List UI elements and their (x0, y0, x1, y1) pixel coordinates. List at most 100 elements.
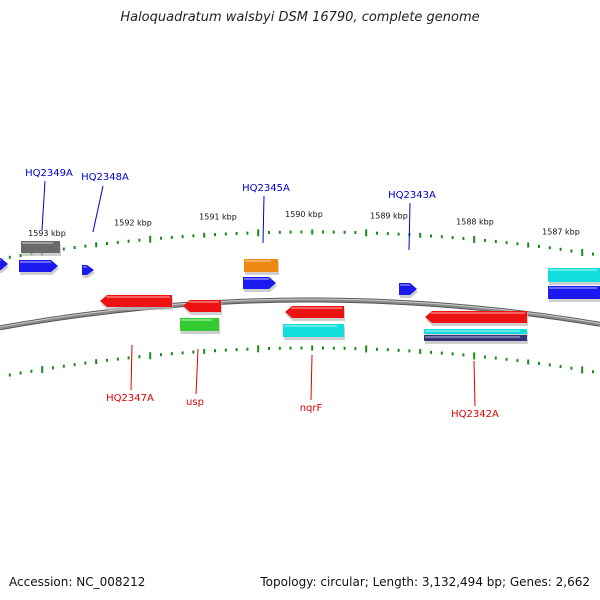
inner-tick (106, 358, 108, 362)
inner-tick (332, 346, 335, 350)
inner-tick (278, 346, 281, 350)
inner-tick (505, 357, 508, 361)
inner-tick (246, 347, 249, 351)
reverse-feature-hq2347a-gloss (106, 296, 170, 298)
inner-tick (192, 350, 195, 354)
reverse-feature-7-gloss (425, 336, 520, 338)
outer-tick (376, 231, 378, 235)
nqrf-leader (310, 354, 313, 401)
hq2348a-leader (92, 185, 104, 233)
forward-feature-hq2348a-gloss (83, 266, 87, 268)
outer-tick (300, 230, 303, 234)
inner-tick (376, 347, 378, 351)
inner-tick (354, 347, 357, 351)
genome-title: Haloquadratum walsbyi DSM 16790, complet… (120, 10, 480, 25)
forward-feature-7-body (548, 268, 600, 282)
outer-tick (322, 230, 324, 234)
outer-tick (268, 231, 270, 234)
inner-tick (494, 356, 497, 360)
forward-feature-8-body (548, 286, 600, 299)
forward-feature-4-gloss (245, 260, 271, 262)
inner-tick (170, 352, 173, 356)
inner-tick (419, 349, 422, 354)
inner-tick (581, 366, 584, 374)
forward-feature-7-gloss (549, 269, 597, 271)
outer-tick (19, 254, 22, 257)
reverse-feature-6-body (424, 329, 527, 334)
outer-tick (343, 230, 346, 234)
outer-tick (354, 231, 357, 234)
forward-feature-hq2349a-body (21, 241, 60, 253)
inner-tick (430, 350, 432, 354)
inner-tick (548, 363, 551, 367)
forward-feature-8-gloss (549, 287, 597, 289)
forward-feature-7 (548, 268, 600, 285)
outer-tick (84, 244, 87, 248)
hq2348a-label: HQ2348A (81, 172, 129, 183)
forward-feature-hq2349a (21, 241, 61, 256)
forward-feature-hq2348a-body (82, 265, 94, 275)
inner-tick (214, 349, 216, 353)
inner-tick (516, 359, 519, 363)
outer-tick (257, 229, 260, 237)
outer-tick (138, 238, 141, 242)
inner-tick (289, 346, 292, 350)
inner-tick (527, 359, 530, 365)
forward-feature-4-body (244, 259, 278, 272)
forward-feature-hq2345a (243, 277, 277, 292)
inner-tick (311, 345, 314, 351)
outer-tick (192, 234, 195, 238)
outer-tick (581, 249, 584, 256)
forward-feature-1 (0, 258, 9, 273)
outer-tick (8, 255, 11, 259)
hq2349a-leader (41, 180, 46, 231)
inner-tick (30, 369, 33, 373)
outer-tick (116, 240, 119, 244)
outer-tick (203, 232, 206, 238)
scale-label: 1590 kbp (285, 210, 323, 219)
forward-feature-2-gloss (20, 261, 51, 263)
outer-tick (430, 234, 432, 238)
outer-tick (62, 247, 65, 251)
inner-tick (181, 351, 184, 355)
outer-tick (462, 236, 465, 240)
outer-tick (106, 242, 108, 245)
inner-tick-ring (8, 345, 594, 377)
inner-tick (41, 366, 44, 373)
reverse-feature-hq2342a (425, 311, 528, 326)
scale-label: 1592 kbp (114, 219, 152, 228)
outer-tick (181, 235, 184, 239)
inner-tick (451, 352, 454, 356)
inner-tick (440, 351, 443, 355)
outer-tick (246, 231, 249, 235)
outer-tick (440, 235, 443, 239)
inner-tick (8, 373, 11, 377)
reverse-feature-hq2342a-body (425, 311, 527, 323)
hq2343a-leader (408, 202, 411, 251)
inner-tick (386, 348, 389, 352)
scale-label: 1589 kbp (370, 212, 408, 221)
usp-label: usp (186, 397, 204, 408)
outer-tick (365, 229, 368, 237)
scale-label: 1591 kbp (199, 212, 237, 221)
inner-tick (203, 348, 206, 354)
hq2349a-label: HQ2349A (25, 168, 73, 179)
outer-tick (73, 246, 76, 249)
inner-tick (268, 347, 270, 350)
inner-tick (84, 361, 87, 365)
outer-tick (332, 230, 335, 234)
forward-feature-2 (19, 260, 59, 275)
reverse-feature-1-body (183, 300, 221, 312)
reverse-feature-7-body (424, 335, 527, 341)
reverse-feature-7 (424, 335, 528, 344)
inner-tick (300, 346, 303, 350)
reverse-feature-6-gloss (425, 330, 520, 332)
forward-feature-hq2345a-body (243, 277, 276, 289)
hq2347a-label: HQ2347A (106, 393, 154, 404)
outer-tick (127, 239, 130, 243)
reverse-feature-4-body (283, 324, 344, 337)
hq2347a-leader (130, 344, 133, 391)
reverse-feature-hq2347a-body (100, 295, 172, 307)
outer-tick (559, 247, 562, 251)
